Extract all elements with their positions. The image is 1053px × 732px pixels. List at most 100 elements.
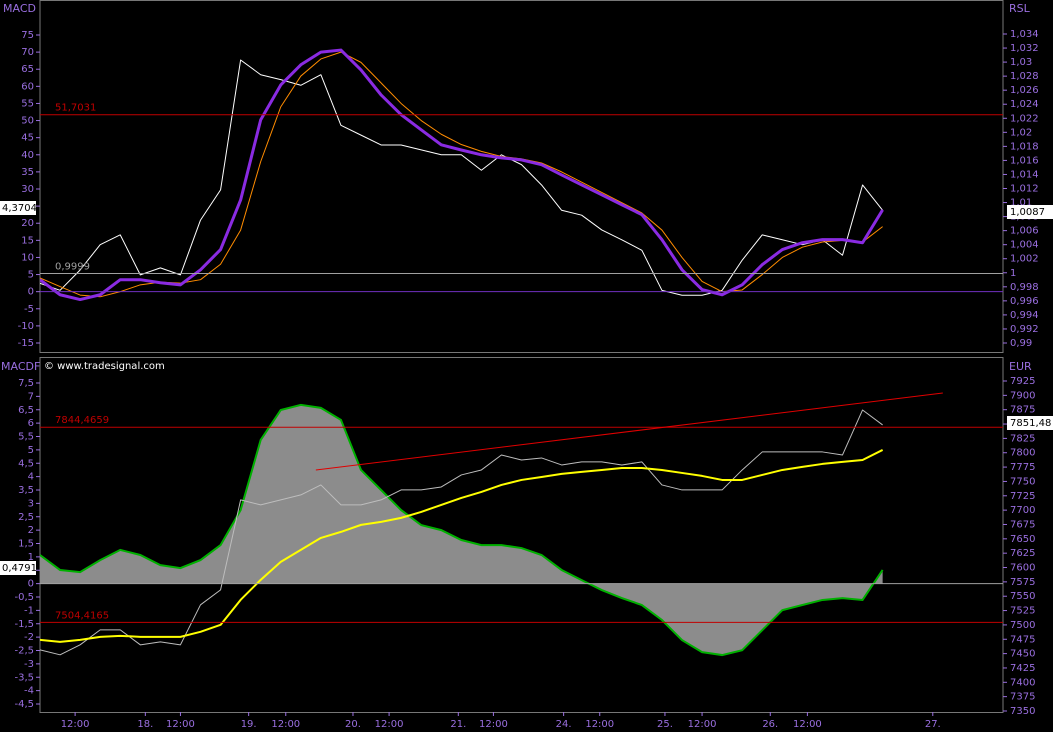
y-tick-label: 4,5 <box>18 458 34 469</box>
x-tick-label: 27. <box>925 719 941 730</box>
x-tick-label: 25. <box>657 719 673 730</box>
y-tick-label: 40 <box>21 150 34 161</box>
y-tick-label: 15 <box>21 235 34 246</box>
y2-tick-label: 7725 <box>1010 491 1035 502</box>
y2-tick-label: 1,022 <box>1010 113 1039 124</box>
y2-tick-label: 7900 <box>1010 390 1035 401</box>
x-tick-label: 12:00 <box>688 719 717 730</box>
y-tick-label: -4 <box>24 686 34 697</box>
panel-title: MACD <box>3 2 36 15</box>
area <box>40 404 883 656</box>
y2-tick-label: 0,994 <box>1010 310 1039 321</box>
y2-tick-label: 7475 <box>1010 634 1035 645</box>
y-tick-label: -0,5 <box>14 592 34 603</box>
x-tick-label: 19. <box>241 719 257 730</box>
value-marker-label: 1,0087 <box>1010 207 1045 218</box>
y-tick-label: -10 <box>18 321 34 332</box>
axes: -15-10-50510152025303540455055606570750,… <box>0 29 1053 730</box>
x-tick-label: 12:00 <box>271 719 300 730</box>
y2-tick-label: 1,03 <box>1010 57 1032 68</box>
panel-title: MACDF <box>1 360 40 373</box>
y2-tick-label: 7750 <box>1010 476 1035 487</box>
y-tick-label: 75 <box>21 30 34 41</box>
y2-tick-label: 7800 <box>1010 448 1035 459</box>
y2-tick-label: 7450 <box>1010 649 1035 660</box>
y-tick-label: 7 <box>28 391 34 402</box>
value-marker-label: 7851,48 <box>1010 418 1051 429</box>
y-tick-label: 1 <box>28 552 34 563</box>
y2-tick-label: 7525 <box>1010 606 1035 617</box>
y-tick-label: 60 <box>21 81 34 92</box>
y2-tick-label: 7825 <box>1010 433 1035 444</box>
y-tick-label: 50 <box>21 116 34 127</box>
value-marker <box>0 201 36 215</box>
level-label: 51,7031 <box>55 103 96 114</box>
y2-tick-label: 1,004 <box>1010 240 1039 251</box>
y2-tick-label: 1,034 <box>1010 29 1039 40</box>
y-tick-label: 5 <box>28 445 34 456</box>
line <box>40 48 884 302</box>
level-label: 7504,4165 <box>55 610 109 621</box>
y-tick-label: 70 <box>21 47 34 58</box>
y2-tick-label: 0,996 <box>1010 296 1039 307</box>
x-tick-label: 12:00 <box>479 719 508 730</box>
y-tick-label: 2,5 <box>18 512 34 523</box>
y-tick-label: 5 <box>28 270 34 281</box>
y-tick-label: 2 <box>28 525 34 536</box>
y-tick-label: 45 <box>21 133 34 144</box>
y-tick-label: 6,5 <box>18 405 34 416</box>
line <box>40 59 884 296</box>
y2-tick-label: 7925 <box>1010 376 1035 387</box>
y-tick-label: 7,5 <box>18 378 34 389</box>
y-tick-label: -5 <box>24 304 34 315</box>
y2-tick-label: 0,998 <box>1010 282 1039 293</box>
x-tick-label: 24. <box>556 719 572 730</box>
x-tick-label: 12:00 <box>61 719 90 730</box>
area-edge <box>40 403 884 657</box>
y-tick-label: 4 <box>28 472 34 483</box>
line <box>40 449 884 643</box>
line <box>40 409 883 656</box>
x-tick-label: 12:00 <box>375 719 404 730</box>
y-tick-label: -2,5 <box>14 646 34 657</box>
y2-tick-label: 0,992 <box>1010 324 1039 335</box>
y-tick-label: -3 <box>24 659 34 670</box>
value-marker-label: 0,4791 <box>2 563 37 574</box>
y2-tick-label: 7775 <box>1010 462 1035 473</box>
x-tick-label: 12:00 <box>166 719 195 730</box>
y-tick-label: 30 <box>21 184 34 195</box>
y2-tick-label: 7700 <box>1010 505 1035 516</box>
y2-tick-label: 1,014 <box>1010 169 1039 180</box>
y-tick-label: 6 <box>28 418 34 429</box>
y-tick-label: -1 <box>24 605 34 616</box>
y-tick-label: 3 <box>28 498 34 509</box>
y-tick-label: 20 <box>21 218 34 229</box>
y-tick-label: 1,5 <box>18 539 34 550</box>
y2-tick-label: 7600 <box>1010 563 1035 574</box>
x-tick-label: 26. <box>762 719 778 730</box>
y2-tick-label: 7425 <box>1010 663 1035 674</box>
y-tick-label: -4,5 <box>14 699 34 710</box>
plot-bottom: 7844,4659 7504,4165 <box>40 392 1003 657</box>
y-tick-label: -3,5 <box>14 672 34 683</box>
y2-tick-label: 1,002 <box>1010 254 1039 265</box>
y2-tick-label: 7500 <box>1010 620 1035 631</box>
trend-line <box>315 392 943 471</box>
y2-tick-label: 1,028 <box>1010 71 1039 82</box>
y-tick-label: -15 <box>18 338 34 349</box>
x-tick-label: 21. <box>450 719 466 730</box>
y2-tick-label: 7625 <box>1010 548 1035 559</box>
y2-tick-label: 0,99 <box>1010 338 1032 349</box>
value-marker-label: 4,3704 <box>2 203 37 214</box>
y2-tick-label: 7875 <box>1010 405 1035 416</box>
y2-tick-label: 7675 <box>1010 519 1035 530</box>
y-tick-label: 35 <box>21 167 34 178</box>
y-tick-label: 0 <box>28 287 34 298</box>
value-marker <box>0 561 36 575</box>
y2-tick-label: 1,01 <box>1010 198 1032 209</box>
y-tick-label: -2 <box>24 632 34 643</box>
y2-tick-label: 7375 <box>1010 692 1035 703</box>
y2-tick-label: 1,018 <box>1010 141 1039 152</box>
y2-tick-label: 1,02 <box>1010 127 1032 138</box>
